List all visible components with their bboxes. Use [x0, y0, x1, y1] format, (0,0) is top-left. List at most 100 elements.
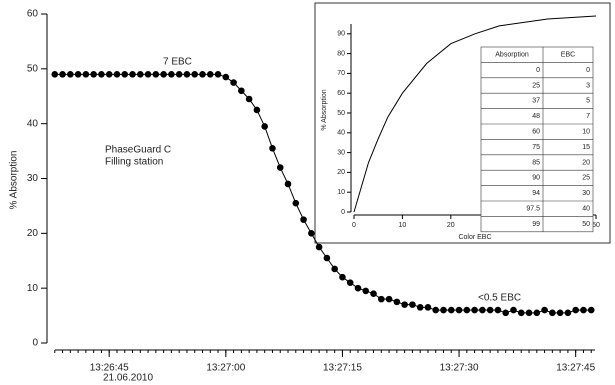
data-point — [284, 180, 292, 188]
data-point — [440, 306, 447, 314]
data-point — [245, 95, 253, 103]
data-point — [354, 284, 362, 292]
inset-y-tick-label: 30 — [337, 149, 345, 156]
inset-y-tick-label: 0 — [341, 209, 345, 216]
table-cell: 30 — [582, 190, 590, 197]
annotation: Filling station — [105, 157, 163, 168]
data-point — [424, 304, 432, 311]
data-point — [82, 71, 90, 78]
data-point — [292, 199, 300, 207]
annotation: <0.5 EBC — [478, 293, 521, 304]
x-tick-label: 13:27:45 — [556, 363, 595, 374]
table-cell: 40 — [582, 206, 590, 213]
data-point — [572, 306, 579, 314]
data-point — [105, 71, 113, 78]
data-point — [206, 71, 214, 78]
table-header: EBC — [561, 52, 575, 59]
data-point — [533, 309, 541, 317]
data-point — [308, 230, 315, 237]
data-point — [199, 71, 206, 78]
data-point — [370, 290, 377, 297]
data-point — [152, 71, 160, 78]
y-tick-label: 50 — [27, 63, 39, 74]
data-line — [54, 73, 592, 314]
table-cell: 25 — [582, 175, 590, 182]
table-header: Absorption — [495, 52, 529, 59]
inset-y-tick-label: 80 — [337, 50, 345, 57]
x-tick-label: 13:27:15 — [323, 363, 362, 374]
data-point — [121, 71, 129, 78]
data-point — [401, 301, 408, 308]
data-point — [238, 87, 245, 95]
inset-y-tick-label: 60 — [337, 90, 345, 97]
table-cell: 10 — [582, 129, 590, 136]
table-cell: 20 — [582, 159, 590, 166]
data-point — [67, 71, 74, 78]
table-cell: 50 — [582, 221, 590, 228]
inset-y-label: % Absorption — [321, 89, 328, 130]
data-point — [269, 145, 276, 152]
data-point — [113, 71, 121, 78]
table-cell: 94 — [532, 190, 540, 197]
data-point — [447, 306, 455, 314]
data-point — [300, 216, 307, 223]
data-point — [339, 273, 346, 281]
data-point — [331, 265, 338, 273]
table-cell: 99 — [532, 221, 540, 228]
inset-y-tick-label: 70 — [337, 70, 345, 77]
inset-y-tick-label: 20 — [337, 169, 345, 176]
data-point — [378, 295, 385, 303]
data-point — [129, 71, 136, 78]
data-point — [556, 309, 564, 317]
data-point — [160, 71, 167, 78]
x-tick-label: 13:26:45 — [90, 363, 129, 374]
data-point — [455, 306, 463, 314]
x-tick-label: 13:27:30 — [440, 363, 479, 374]
table-cell: 90 — [532, 175, 540, 182]
data-point — [494, 306, 502, 314]
data-point — [74, 71, 82, 78]
inset-y-tick-label: 40 — [337, 130, 345, 137]
data-point — [525, 309, 533, 317]
data-point — [409, 301, 416, 308]
data-point — [191, 71, 199, 78]
data-point — [346, 279, 354, 286]
inset-x-tick-label: 50 — [592, 222, 600, 229]
data-point — [510, 306, 517, 314]
table-cell: 7 — [586, 113, 590, 120]
data-point — [222, 73, 230, 81]
data-point — [136, 71, 144, 78]
inset-x-tick-label: 10 — [399, 222, 407, 229]
data-point — [175, 71, 183, 78]
data-point — [486, 306, 494, 314]
data-point — [168, 71, 175, 78]
data-point — [144, 71, 152, 78]
data-point — [214, 71, 222, 78]
data-point — [90, 71, 97, 78]
data-point — [59, 71, 66, 78]
data-point — [541, 306, 548, 314]
data-point — [416, 304, 424, 311]
data-point — [580, 306, 587, 314]
y-tick-label: 20 — [27, 228, 39, 239]
y-tick-label: 10 — [27, 283, 39, 294]
table-cell: 75 — [532, 144, 540, 151]
inset-y-tick-label: 90 — [337, 31, 345, 38]
data-point — [517, 309, 525, 317]
data-point — [183, 71, 191, 78]
inset-line — [353, 15, 597, 213]
data-point — [98, 71, 105, 78]
inset-y-tick-label: 10 — [337, 189, 345, 196]
data-point — [393, 298, 401, 306]
data-point — [276, 164, 284, 171]
data-point — [479, 306, 486, 314]
x-tick-label: 13:27:00 — [206, 363, 245, 374]
y-tick-label: 60 — [27, 9, 39, 20]
data-point — [432, 306, 440, 314]
data-point — [549, 309, 556, 317]
table-cell: 97.5 — [526, 206, 540, 213]
table-cell: 15 — [582, 144, 590, 151]
inset-x-label: Color EBC — [458, 234, 491, 241]
data-point — [323, 254, 331, 262]
